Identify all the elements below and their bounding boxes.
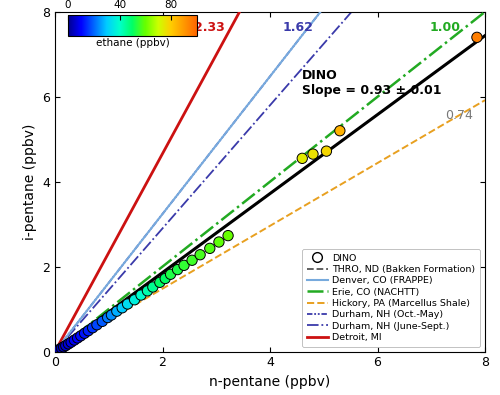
Point — [70, 337, 78, 343]
Point — [215, 239, 223, 245]
Point — [188, 257, 196, 263]
Text: 1.62: 1.62 — [282, 21, 314, 34]
Point — [84, 327, 92, 334]
Point — [64, 341, 72, 347]
Point — [62, 342, 70, 349]
Text: 2.33: 2.33 — [194, 21, 225, 34]
Point — [56, 346, 64, 353]
Point — [113, 308, 121, 314]
Point — [60, 344, 68, 350]
Point — [174, 267, 182, 273]
Y-axis label: i-pentane (ppbv): i-pentane (ppbv) — [22, 124, 36, 240]
Point — [309, 151, 317, 157]
Point — [336, 128, 344, 134]
X-axis label: ethane (ppbv): ethane (ppbv) — [96, 38, 170, 49]
Point — [130, 297, 138, 303]
Text: 0.74: 0.74 — [446, 109, 473, 122]
Text: DINO
Slope = 0.93 ± 0.01: DINO Slope = 0.93 ± 0.01 — [302, 69, 442, 97]
Point — [108, 312, 116, 318]
Point — [196, 252, 204, 258]
Point — [224, 233, 232, 239]
Legend: DINO, THRO, ND (Bakken Formation), Denver, CO (FRAPPE), Erie, CO (NACHTT), Hicko: DINO, THRO, ND (Bakken Formation), Denve… — [302, 249, 480, 347]
Point — [144, 288, 152, 294]
Point — [98, 318, 106, 325]
Point — [156, 279, 164, 286]
Point — [58, 345, 66, 351]
Point — [161, 275, 169, 282]
Point — [322, 148, 330, 154]
Point — [74, 335, 82, 341]
Point — [166, 271, 174, 277]
X-axis label: n-pentane (ppbv): n-pentane (ppbv) — [210, 375, 330, 389]
Point — [93, 322, 101, 328]
Point — [137, 292, 145, 298]
Point — [67, 339, 75, 345]
Point — [118, 305, 126, 311]
Point — [298, 155, 306, 162]
Point — [149, 284, 157, 290]
Point — [77, 333, 85, 339]
Point — [180, 262, 188, 269]
Point — [124, 301, 132, 307]
Text: 1.00: 1.00 — [430, 21, 461, 34]
Point — [206, 245, 214, 252]
Point — [88, 325, 96, 331]
Point — [104, 314, 112, 321]
Point — [80, 330, 88, 337]
Point — [473, 34, 481, 40]
